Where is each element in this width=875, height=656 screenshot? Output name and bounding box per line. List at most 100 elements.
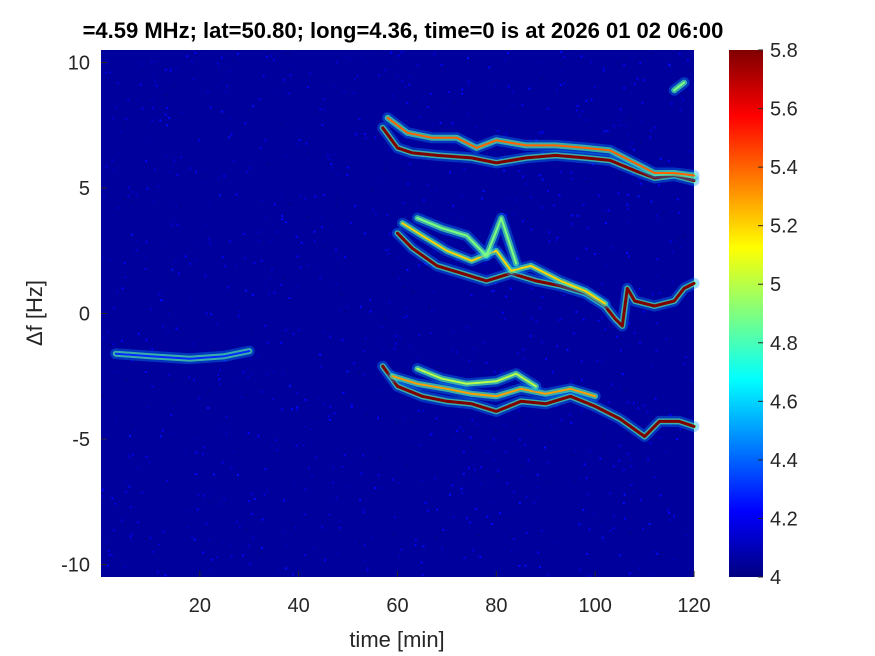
noise-speck (433, 291, 436, 294)
noise-speck (288, 384, 291, 387)
noise-speck (498, 512, 501, 515)
noise-speck (192, 129, 195, 132)
noise-speck (335, 248, 337, 251)
noise-speck (575, 139, 578, 142)
noise-speck (422, 97, 425, 100)
noise-speck (410, 421, 413, 424)
noise-speck (578, 523, 581, 526)
noise-speck (499, 157, 502, 160)
noise-speck (631, 140, 634, 143)
noise-speck (229, 524, 232, 527)
noise-speck (382, 348, 385, 351)
noise-speck (168, 116, 171, 119)
noise-speck (651, 293, 654, 296)
noise-speck (523, 311, 525, 314)
noise-speck (478, 353, 481, 356)
noise-speck (659, 494, 662, 497)
noise-speck (530, 317, 533, 320)
noise-speck (144, 371, 147, 373)
noise-speck (219, 383, 222, 386)
noise-speck (221, 461, 224, 464)
noise-speck (222, 384, 225, 387)
noise-speck (329, 405, 332, 408)
noise-speck (199, 160, 202, 163)
noise-speck (170, 373, 173, 376)
noise-speck (143, 257, 146, 260)
noise-speck (363, 544, 366, 547)
noise-speck (136, 98, 139, 101)
noise-speck (273, 291, 276, 294)
noise-speck (680, 245, 683, 248)
noise-speck (501, 311, 504, 314)
noise-speck (319, 292, 322, 295)
noise-speck (496, 130, 499, 132)
noise-speck (681, 225, 684, 228)
noise-speck (300, 241, 303, 244)
noise-speck (176, 223, 179, 226)
noise-speck (517, 352, 519, 355)
noise-speck (107, 550, 110, 553)
noise-speck (466, 428, 469, 431)
noise-speck (288, 291, 291, 294)
y-tick-label: 5 (79, 178, 90, 200)
noise-speck (168, 373, 171, 376)
noise-speck (529, 335, 532, 337)
noise-speck (655, 349, 658, 352)
noise-speck (669, 240, 672, 243)
noise-speck (354, 204, 357, 207)
noise-speck (566, 348, 569, 351)
noise-speck (559, 480, 562, 483)
noise-speck (220, 56, 223, 59)
noise-speck (208, 569, 211, 572)
noise-speck (500, 370, 503, 373)
noise-speck (185, 86, 188, 89)
noise-speck (109, 553, 112, 556)
noise-speck (590, 98, 593, 101)
colorbar-tick-label: 5.6 (770, 99, 798, 121)
noise-speck (304, 554, 306, 557)
noise-speck (159, 119, 162, 122)
noise-speck (386, 76, 389, 79)
noise-speck (111, 497, 114, 500)
noise-speck (591, 163, 594, 166)
noise-speck (277, 567, 280, 570)
noise-speck (536, 486, 539, 489)
noise-speck (114, 536, 116, 539)
noise-speck (580, 408, 583, 411)
noise-speck (537, 551, 540, 554)
noise-speck (487, 178, 490, 181)
noise-speck (393, 533, 395, 536)
noise-speck (219, 194, 222, 197)
noise-speck (145, 455, 148, 458)
noise-speck (585, 476, 588, 479)
noise-speck (633, 332, 636, 334)
noise-speck (669, 423, 672, 426)
noise-speck (484, 262, 487, 265)
noise-speck (421, 574, 424, 577)
noise-speck (371, 279, 374, 282)
noise-speck (646, 467, 649, 470)
noise-speck (354, 261, 357, 264)
noise-speck (196, 508, 199, 511)
noise-speck (548, 231, 551, 234)
noise-speck (257, 355, 260, 358)
noise-speck (218, 65, 221, 68)
noise-speck (528, 337, 531, 339)
noise-speck (175, 205, 178, 208)
noise-speck (414, 538, 417, 541)
noise-speck (157, 185, 160, 188)
noise-speck (589, 450, 592, 453)
noise-speck (338, 520, 341, 523)
noise-speck (167, 313, 170, 316)
noise-speck (505, 133, 508, 136)
noise-speck (556, 404, 559, 407)
noise-speck (124, 402, 127, 405)
noise-speck (640, 498, 642, 501)
noise-speck (263, 493, 266, 496)
noise-speck (153, 80, 156, 83)
noise-speck (576, 214, 579, 217)
noise-speck (621, 373, 624, 376)
noise-speck (629, 531, 632, 534)
noise-speck (560, 418, 563, 421)
